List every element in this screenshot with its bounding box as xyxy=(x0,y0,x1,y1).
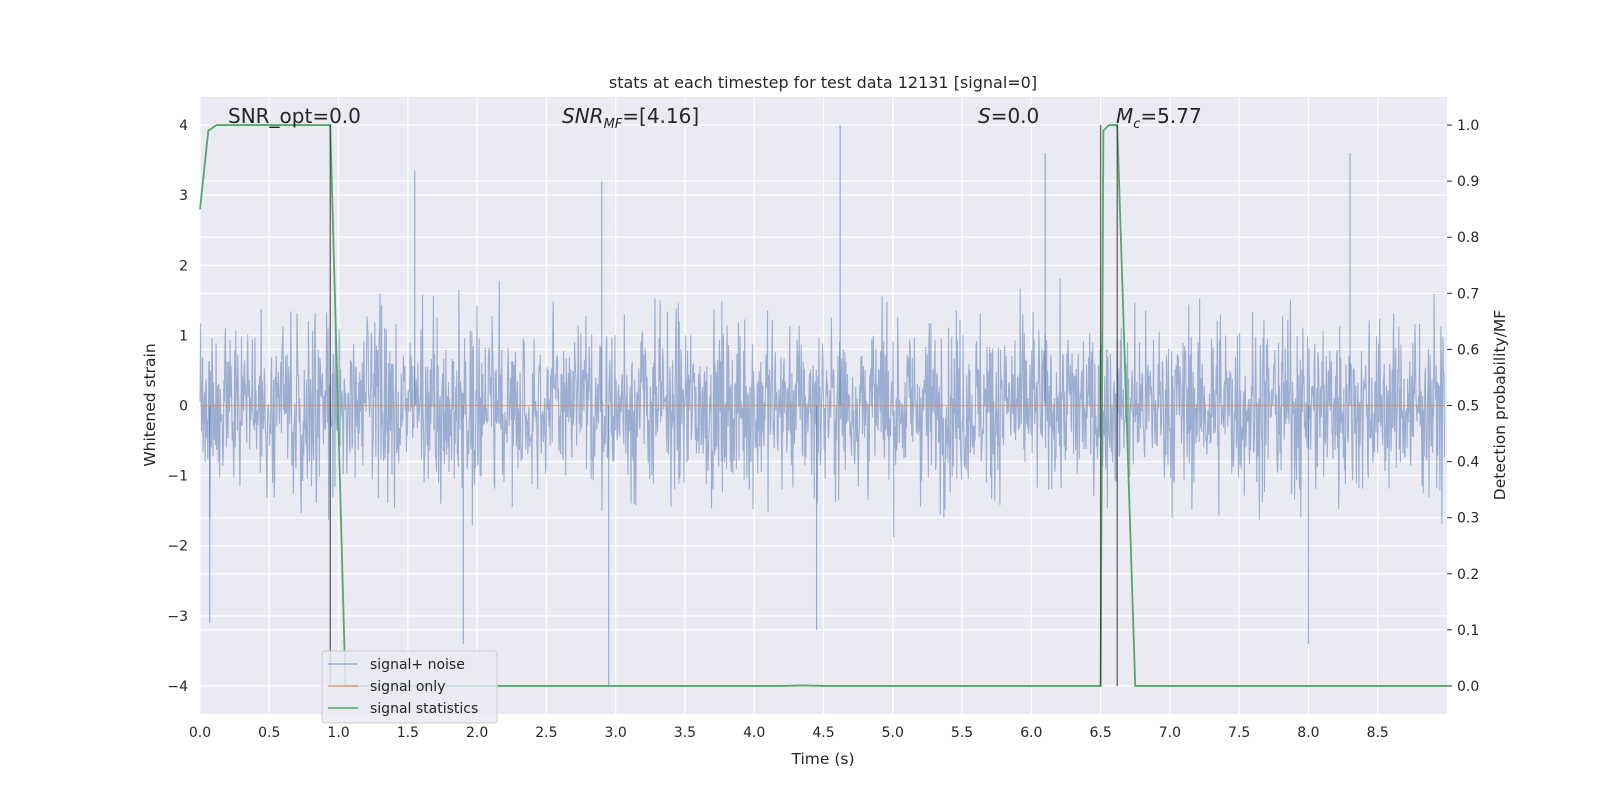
x-tick-label: 1.0 xyxy=(327,725,349,741)
y-tick-label-left: 2 xyxy=(179,258,188,274)
y-tick-label-left: −1 xyxy=(167,469,188,485)
legend: signal+ noise signal only signal statist… xyxy=(321,650,498,724)
y-tick-label-left: −3 xyxy=(167,609,188,625)
x-tick-label: 2.0 xyxy=(466,725,488,741)
y-tick-label-left: 0 xyxy=(179,399,188,415)
legend-box xyxy=(321,650,498,724)
annotation-s: S=0.0 xyxy=(978,104,1039,128)
annotation-snr-mf: SNRMF=[4.16] xyxy=(562,104,699,132)
x-tick-label: 3.0 xyxy=(605,725,627,741)
vertical-markers xyxy=(329,125,1118,686)
y-tick-label-right: 1.0 xyxy=(1457,118,1479,134)
y-tick-label-left: 3 xyxy=(179,188,188,204)
ticks: 0.0 0.5 1.0 1.5 2.0 2.5 3.0 3.5 4.0 4.5 5.0 5.5 6.0 6… xyxy=(167,118,1479,741)
annotation-mc-sub: c xyxy=(1133,117,1140,132)
series-signal-noise xyxy=(199,125,1446,686)
x-tick-label: 2.5 xyxy=(535,725,557,741)
y-tick-label-right: 0.4 xyxy=(1457,455,1479,471)
x-tick-label: 5.0 xyxy=(882,725,904,741)
y-tick-label-right: 0.2 xyxy=(1457,567,1479,583)
x-tick-label: 1.5 xyxy=(397,725,419,741)
legend-label-signal-noise: signal+ noise xyxy=(370,657,465,673)
annotation-snr-opt: SNR_opt=0.0 xyxy=(228,104,361,128)
y-tick-label-left: 4 xyxy=(179,118,188,134)
x-axis-label: Time (s) xyxy=(790,750,854,768)
y-axis-label-right: Detection probability/MF xyxy=(1491,310,1509,501)
y-tick-label-left: −4 xyxy=(167,679,188,695)
y-axis-label-left: Whitened strain xyxy=(141,343,159,466)
x-tick-label: 6.5 xyxy=(1089,725,1111,741)
y-tick-label-right: 0.8 xyxy=(1457,230,1479,246)
annotation-s-rest: =0.0 xyxy=(991,104,1040,128)
y-tick-label-right: 0.1 xyxy=(1457,623,1479,639)
annotation-mc-rest: =5.77 xyxy=(1140,104,1201,128)
y-tick-label-right: 0.6 xyxy=(1457,342,1479,358)
x-tick-label: 8.0 xyxy=(1297,725,1319,741)
x-tick-label: 0.5 xyxy=(258,725,280,741)
annotation-snr-mf-sub: MF xyxy=(604,117,623,132)
x-tick-label: 8.5 xyxy=(1367,725,1389,741)
legend-label-signal-only: signal only xyxy=(370,679,445,695)
annotation-snr-mf-main: SNR xyxy=(562,104,604,128)
x-tick-label: 6.0 xyxy=(1020,725,1042,741)
chart-title: stats at each timestep for test data 121… xyxy=(609,73,1037,92)
x-tick-label: 4.5 xyxy=(812,725,834,741)
y-tick-label-right: 0.3 xyxy=(1457,511,1479,527)
y-tick-label-left: −2 xyxy=(167,539,188,555)
annotation-mc: Mc=5.77 xyxy=(1116,104,1202,132)
annotation-snr-mf-rest: =[4.16] xyxy=(622,104,699,128)
x-tick-label: 5.5 xyxy=(951,725,973,741)
x-tick-label: 3.5 xyxy=(674,725,696,741)
y-tick-label-right: 0.9 xyxy=(1457,174,1479,190)
y-tick-label-left: 1 xyxy=(179,328,188,344)
x-tick-label: 7.5 xyxy=(1228,725,1250,741)
y-tick-label-right: 0.0 xyxy=(1457,679,1479,695)
y-tick-label-right: 0.5 xyxy=(1457,399,1479,415)
annotation-s-main: S xyxy=(978,104,991,128)
x-tick-label: 4.0 xyxy=(743,725,765,741)
x-tick-label: 0.0 xyxy=(189,725,211,741)
annotation-mc-main: M xyxy=(1116,104,1133,128)
y-tick-label-right: 0.7 xyxy=(1457,286,1479,302)
signal-noise-line xyxy=(199,278,1446,538)
legend-label-signal-statistics: signal statistics xyxy=(370,701,478,717)
x-tick-label: 7.0 xyxy=(1159,725,1181,741)
